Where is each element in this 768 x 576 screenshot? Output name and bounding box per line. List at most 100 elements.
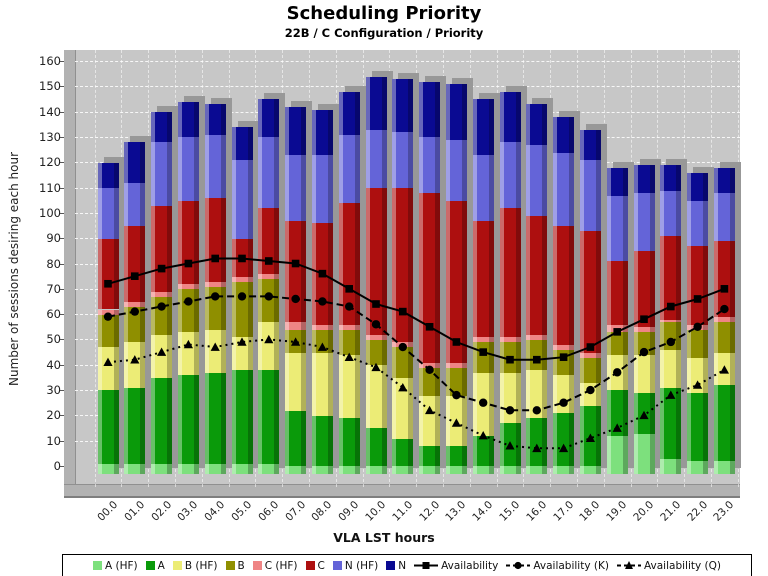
category-separator [469, 50, 471, 487]
segment-chf [633, 327, 655, 333]
segment-b [713, 322, 735, 353]
segment-c [285, 220, 307, 323]
segment-nhf [365, 129, 387, 188]
segment-a [311, 415, 333, 467]
segment-b [338, 329, 360, 356]
segment-n [472, 99, 494, 156]
segment-chf [445, 362, 467, 368]
y-tick-label: 160 [39, 54, 61, 69]
segment-c [445, 200, 467, 363]
segment-ahf [204, 463, 226, 474]
category-separator [416, 50, 418, 487]
segment-bhf [553, 375, 575, 414]
segment-b [285, 329, 307, 353]
segment-b [124, 306, 146, 343]
segment-c [713, 241, 735, 318]
segment-c [365, 187, 387, 335]
legend-label: N (HF) [344, 559, 379, 572]
y-tick-mark [60, 440, 64, 442]
category-separator [255, 50, 257, 487]
segment-nhf [311, 155, 333, 224]
segment-chf [124, 301, 146, 307]
y-tick-mark [60, 86, 64, 88]
x-axis-title: VLA LST hours [333, 530, 435, 545]
triangle-line-icon [616, 561, 641, 569]
segment-ahf [124, 463, 146, 474]
segment-nhf [338, 134, 360, 204]
y-tick-label: 90 [46, 231, 61, 246]
segment-chf [526, 334, 548, 340]
segment-chf [338, 324, 360, 330]
bar-stack-15.0 [499, 91, 521, 474]
bar-stack-20.0 [633, 165, 655, 474]
segment-bhf [713, 352, 735, 386]
segment-n [124, 142, 146, 183]
segment-nhf [204, 134, 226, 199]
y-tick-label: 0 [53, 459, 61, 473]
legend-item: A [145, 559, 165, 572]
legend-label: C [317, 559, 325, 572]
category-separator [603, 50, 605, 487]
y-tick-mark [60, 136, 64, 138]
segment-b [231, 281, 253, 338]
segment-ahf [526, 466, 548, 474]
legend-label: A [157, 559, 165, 572]
segment-n [579, 129, 601, 161]
legend-label: Availability [441, 559, 499, 572]
segment-n [445, 84, 467, 140]
legend-item: Availability (K) [506, 560, 609, 572]
y-tick-mark [60, 61, 64, 63]
segment-ahf [660, 458, 682, 474]
legend-swatch-icon [145, 561, 155, 570]
segment-c [499, 208, 521, 338]
segment-nhf [553, 152, 575, 226]
bar-stack-06.0 [258, 99, 280, 474]
segment-ahf [177, 463, 199, 474]
segment-bhf [258, 322, 280, 371]
category-separator [148, 50, 150, 487]
bar-stack-05.0 [231, 127, 253, 474]
segment-bhf [445, 395, 467, 447]
segment-a [231, 370, 253, 464]
segment-nhf [687, 200, 709, 247]
legend-label: N [398, 559, 407, 572]
segment-b [579, 357, 601, 383]
y-tick-mark [60, 390, 64, 392]
segment-ahf [472, 466, 494, 474]
segment-b [311, 329, 333, 353]
plot-area: 0 10 20 30 40 50 60 70 80 90 100 110 120 130 140 150 160… [39, 50, 740, 524]
legend-swatch-icon [332, 561, 342, 570]
y-tick-mark [60, 263, 64, 265]
segment-a [445, 446, 467, 467]
category-separator [309, 50, 310, 487]
bar-stack-02.0 [151, 112, 173, 474]
segment-c [231, 238, 253, 277]
segment-bhf [365, 365, 387, 429]
y-tick-label: 100 [39, 205, 61, 220]
segment-b [526, 339, 548, 371]
y-tick-mark [60, 466, 64, 467]
bar-stack-11.0 [392, 79, 414, 474]
segment-chf [553, 344, 575, 350]
segment-nhf [579, 160, 601, 232]
y-tick-mark [60, 339, 64, 341]
segment-c [553, 225, 575, 345]
legend-swatch-icon [386, 561, 396, 570]
segment-n [419, 81, 441, 138]
segment-ahf [365, 466, 387, 474]
segment-ahf [606, 436, 628, 474]
segment-n [633, 165, 655, 194]
bar-stack-09.0 [338, 91, 360, 474]
y-tick-label: 140 [39, 104, 61, 119]
bar-stack-08.0 [311, 109, 333, 474]
segment-bhf [311, 352, 333, 416]
segment-n [553, 117, 575, 153]
y-tick-label: 30 [46, 383, 61, 398]
segment-chf [258, 274, 280, 280]
segment-a [365, 428, 387, 467]
segment-bhf [204, 329, 226, 373]
segment-c [633, 251, 655, 328]
category-separator [282, 50, 284, 487]
y-tick-label: 150 [39, 79, 61, 94]
